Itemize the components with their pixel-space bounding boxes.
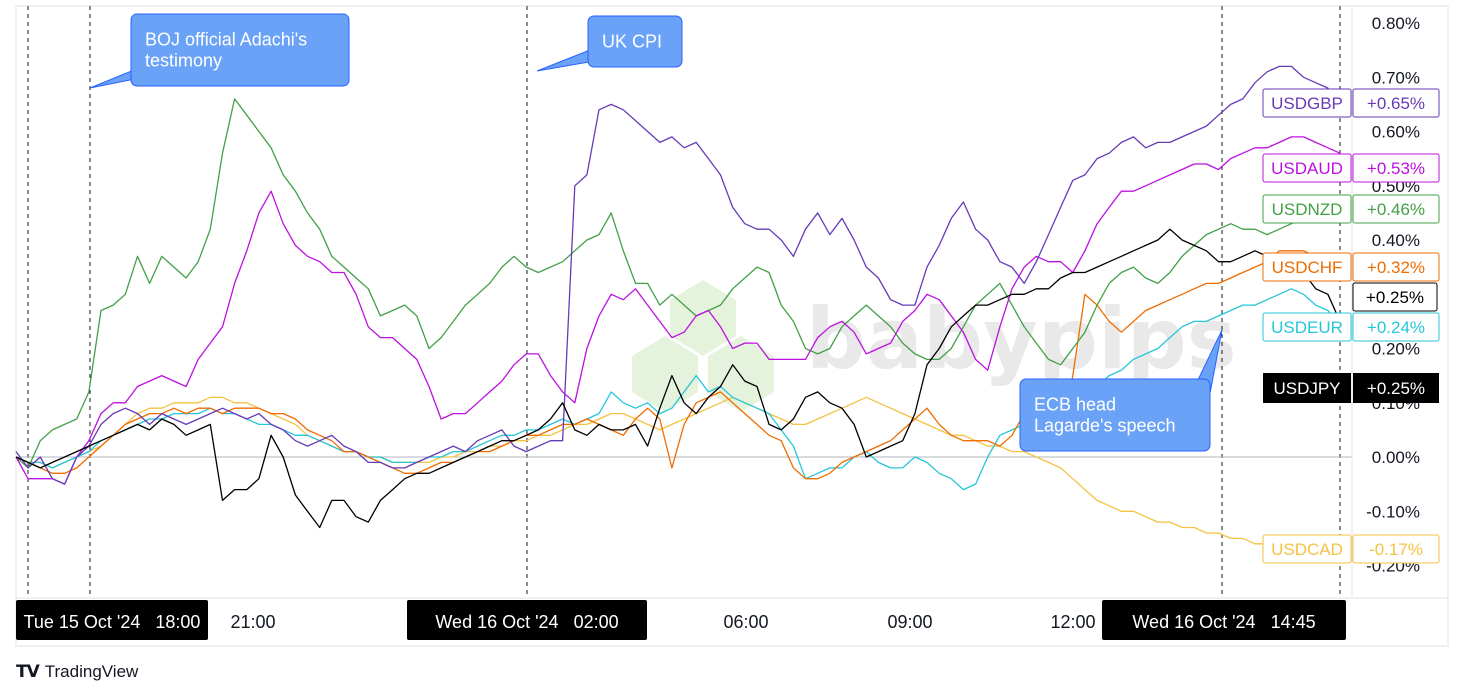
series-name-box xyxy=(1262,252,1352,282)
annotation-box xyxy=(587,15,683,68)
brand-name: TradingView xyxy=(44,662,139,681)
time-tick-label: 09:00 xyxy=(887,612,932,632)
series-value-box xyxy=(1352,534,1440,564)
series-value: +0.65% xyxy=(1367,94,1425,113)
series-name-box xyxy=(1262,534,1352,564)
price-tick-label: 0.40% xyxy=(1372,231,1420,250)
series-name-box xyxy=(1262,194,1352,224)
annotation-text: ECB head xyxy=(1034,395,1116,415)
watermark-cubes-icon xyxy=(632,280,774,412)
series-name: USDEUR xyxy=(1271,318,1343,337)
time-tick-text: 06:00 xyxy=(723,612,768,632)
time-tick-text: Wed 16 Oct '24 02:00 xyxy=(435,612,618,632)
time-tick-box xyxy=(407,600,647,640)
series-value: +0.46% xyxy=(1367,200,1425,219)
series-value: -0.17% xyxy=(1369,540,1423,559)
last-value-label-usdjpy[interactable]: USDJPY +0.25% +0.25% xyxy=(1263,282,1439,403)
series-value: +0.25% xyxy=(1367,379,1425,398)
series-name: USDJPY xyxy=(1273,379,1340,398)
last-value-label-usdeur[interactable]: USDEUR +0.24% xyxy=(1262,312,1440,342)
series-value: +0.25% xyxy=(1366,288,1424,307)
series-name-box xyxy=(1262,88,1352,118)
price-tick-label: 0.60% xyxy=(1372,123,1420,142)
series-name: USDCAD xyxy=(1271,540,1343,559)
time-tick-highlight: Tue 15 Oct '24 18:00 xyxy=(16,600,208,640)
series-line-usdjpy[interactable] xyxy=(15,228,1341,529)
annotation-uk-cpi[interactable]: UK CPI xyxy=(536,15,683,72)
series-name-box xyxy=(1262,312,1352,342)
price-tick-label: 0.80% xyxy=(1372,14,1420,33)
time-tick-text: Wed 16 Oct '24 14:45 xyxy=(1132,612,1315,632)
series-value: +0.24% xyxy=(1367,318,1425,337)
watermark: babypips xyxy=(632,280,1237,412)
series-value-box xyxy=(1352,88,1440,118)
series-value-box xyxy=(1352,194,1440,224)
annotation-text: Lagarde's speech xyxy=(1034,416,1176,436)
series-value-box xyxy=(1352,252,1440,282)
annotation-text: UK CPI xyxy=(602,32,662,52)
brand-logo[interactable]: TV TradingView xyxy=(16,662,138,682)
time-tick-label: 06:00 xyxy=(723,612,768,632)
series-line-usdcad[interactable] xyxy=(15,396,1340,550)
price-tick-label: 0.20% xyxy=(1372,340,1420,359)
time-tick-text: 09:00 xyxy=(887,612,932,632)
series-line-usdgbp[interactable] xyxy=(15,65,1341,485)
price-tick-label: 0.00% xyxy=(1372,448,1420,467)
series-name: USDCHF xyxy=(1272,258,1343,277)
last-value-label-usdchf[interactable]: USDCHF +0.32% xyxy=(1262,252,1440,282)
series-value-box xyxy=(1352,312,1440,342)
time-tick-text: 12:00 xyxy=(1050,612,1095,632)
price-tick-label: 0.70% xyxy=(1372,68,1420,87)
time-tick-highlight: Wed 16 Oct '24 14:45 xyxy=(1102,600,1346,640)
series-last-value-labels: USDGBP +0.65% USDAUD +0.53% USDNZD +0.46% USDC… xyxy=(1262,88,1440,564)
time-tick-text: Tue 15 Oct '24 18:00 xyxy=(24,612,201,632)
time-tick-label: 21:00 xyxy=(230,612,275,632)
time-tick-text: 21:00 xyxy=(230,612,275,632)
time-tick-box xyxy=(1102,600,1346,640)
annotation-text: BOJ official Adachi's xyxy=(145,30,307,50)
series-value: +0.53% xyxy=(1367,159,1425,178)
series-value-box xyxy=(1352,153,1440,183)
annotation-box xyxy=(1019,378,1211,452)
tradingview-logo-icon: TV xyxy=(16,662,40,682)
series-name-box xyxy=(1262,153,1352,183)
last-value-label-usdgbp[interactable]: USDGBP +0.65% xyxy=(1262,88,1440,118)
series-name: USDGBP xyxy=(1271,94,1343,113)
annotation-text: testimony xyxy=(145,51,222,71)
series-value: +0.32% xyxy=(1367,258,1425,277)
last-value-label-usdcad[interactable]: USDCAD -0.17% xyxy=(1262,534,1440,564)
annotation-box xyxy=(130,13,350,87)
price-tick-label: -0.10% xyxy=(1366,502,1420,521)
time-axis[interactable]: Tue 15 Oct '24 18:00 21:00 Wed 16 Oct '24 … xyxy=(16,600,1346,640)
series-line-usdaud[interactable] xyxy=(15,136,1341,485)
time-tick-label: 12:00 xyxy=(1050,612,1095,632)
series-value-box xyxy=(1353,373,1439,403)
watermark-text: babypips xyxy=(806,290,1237,388)
series-line-usdnzd[interactable] xyxy=(15,98,1340,469)
series-line-usdchf[interactable] xyxy=(15,250,1341,480)
series-name-box xyxy=(1263,373,1351,403)
series-layer xyxy=(15,65,1341,550)
chart-frame xyxy=(15,5,1449,647)
series-name: USDAUD xyxy=(1271,159,1343,178)
series-name: USDNZD xyxy=(1272,200,1343,219)
series-value-box xyxy=(1352,282,1438,312)
time-tick-highlight: Wed 16 Oct '24 02:00 xyxy=(407,600,647,640)
time-tick-box xyxy=(16,600,208,640)
last-value-label-usdaud[interactable]: USDAUD +0.53% xyxy=(1262,153,1440,183)
last-value-label-usdnzd[interactable]: USDNZD +0.46% xyxy=(1262,194,1440,224)
